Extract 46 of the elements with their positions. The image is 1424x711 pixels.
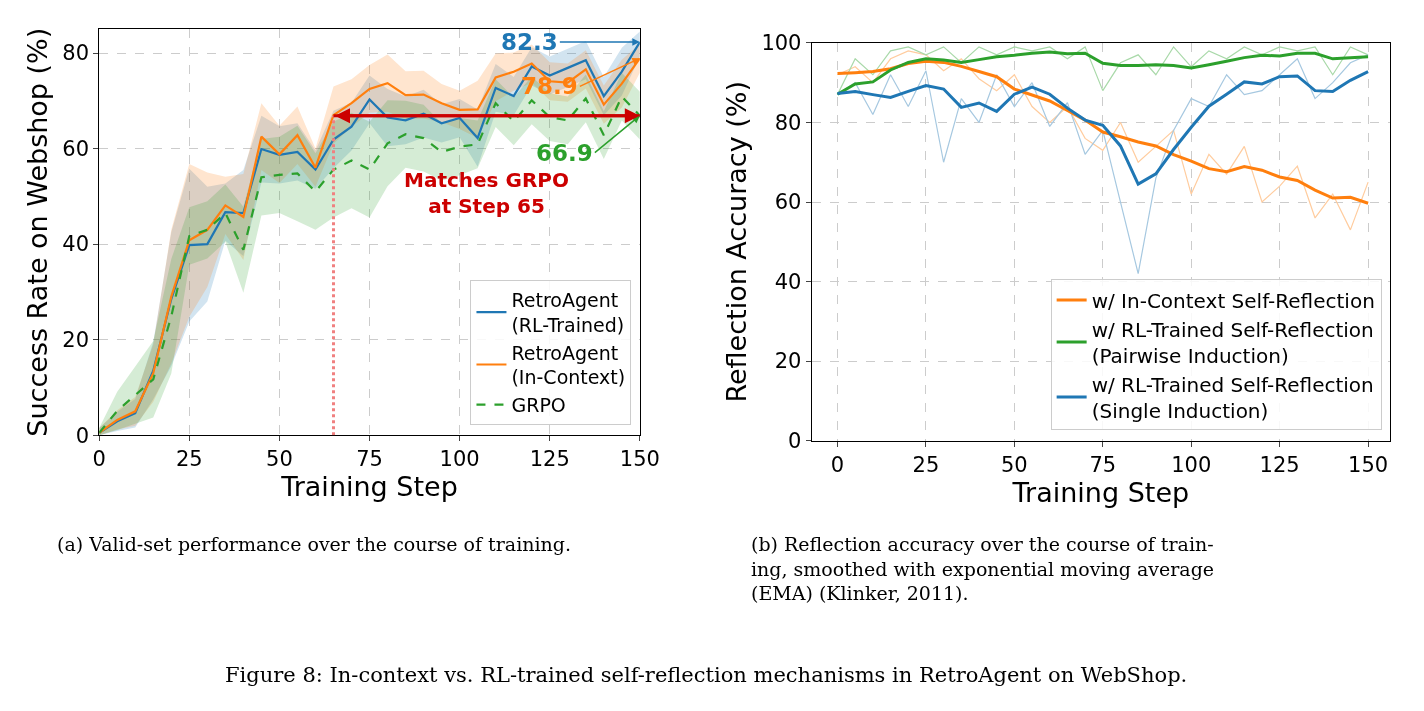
y-tick-label: 60 xyxy=(774,190,802,215)
line-series xyxy=(835,70,1370,186)
x-tick-label: 0 xyxy=(92,447,106,472)
line-series xyxy=(836,50,1369,231)
x-tick-label: 25 xyxy=(175,447,203,472)
legend-label: w/ RL-Trained Self-Reflection (Single Induction) xyxy=(1091,372,1374,423)
y-tick-label: 20 xyxy=(774,349,802,374)
x-axis-title: Training Step xyxy=(280,471,458,503)
y-tick-label: 0 xyxy=(75,423,89,448)
data-label: 82.3 xyxy=(501,29,558,55)
y-tick-label: 60 xyxy=(62,136,89,161)
x-tick-label: 150 xyxy=(619,447,660,472)
x-tick-label: 50 xyxy=(1000,452,1028,477)
ref-line-label: Matches GRPO at Step 65 xyxy=(404,168,569,218)
text: (b) Reflection accuracy over the course of train- ing, smoothed with exponential moving average (EMA) (Klinker, 2011). xyxy=(751,533,1215,605)
legend-label: RetroAgent (In-Context) xyxy=(511,341,626,389)
y-tick-label: 80 xyxy=(774,110,802,135)
data-label: 66.9 xyxy=(536,140,593,166)
x-tick-label: 150 xyxy=(1348,452,1389,477)
legend-label: w/ In-Context Self-Reflection xyxy=(1091,288,1375,313)
x-tick-label: 100 xyxy=(439,447,480,472)
line-series xyxy=(835,59,1370,205)
x-tick-label: 75 xyxy=(356,447,383,472)
x-axis-title: Training Step xyxy=(1011,476,1190,508)
x-tick-label: 125 xyxy=(1259,452,1300,477)
caption: Figure 8: In-context vs. RL-trained self-reflection mechanisms in RetroAgent on WebShop. xyxy=(225,663,1188,687)
x-tick-label: 100 xyxy=(1171,452,1212,477)
legend-label: w/ RL-Trained Self-Reflection (Pairwise Induction) xyxy=(1091,317,1374,368)
data-label: 78.9 xyxy=(521,73,578,99)
y-tick-label: 40 xyxy=(774,269,802,294)
legend-label: GRPO xyxy=(511,393,566,416)
y-tick-label: 40 xyxy=(62,232,89,257)
y-axis-title: Success Rate on Webshop (%) xyxy=(22,27,54,437)
legend-label: RetroAgent (RL-Trained) xyxy=(511,289,625,336)
x-tick-label: 25 xyxy=(912,452,940,477)
line-series xyxy=(836,54,1369,275)
x-tick-label: 50 xyxy=(266,447,293,472)
y-axis-title: Reflection Accuracy (%) xyxy=(721,81,753,403)
y-tick-label: 20 xyxy=(62,328,89,353)
y-tick-label: 0 xyxy=(788,429,802,454)
text: (a) Valid-set performance over the course of training. xyxy=(57,533,571,555)
x-tick-label: 125 xyxy=(529,447,570,472)
x-tick-label: 75 xyxy=(1089,452,1117,477)
y-tick-label: 80 xyxy=(62,41,89,66)
y-tick-label: 100 xyxy=(761,31,802,56)
x-tick-label: 0 xyxy=(830,452,845,477)
